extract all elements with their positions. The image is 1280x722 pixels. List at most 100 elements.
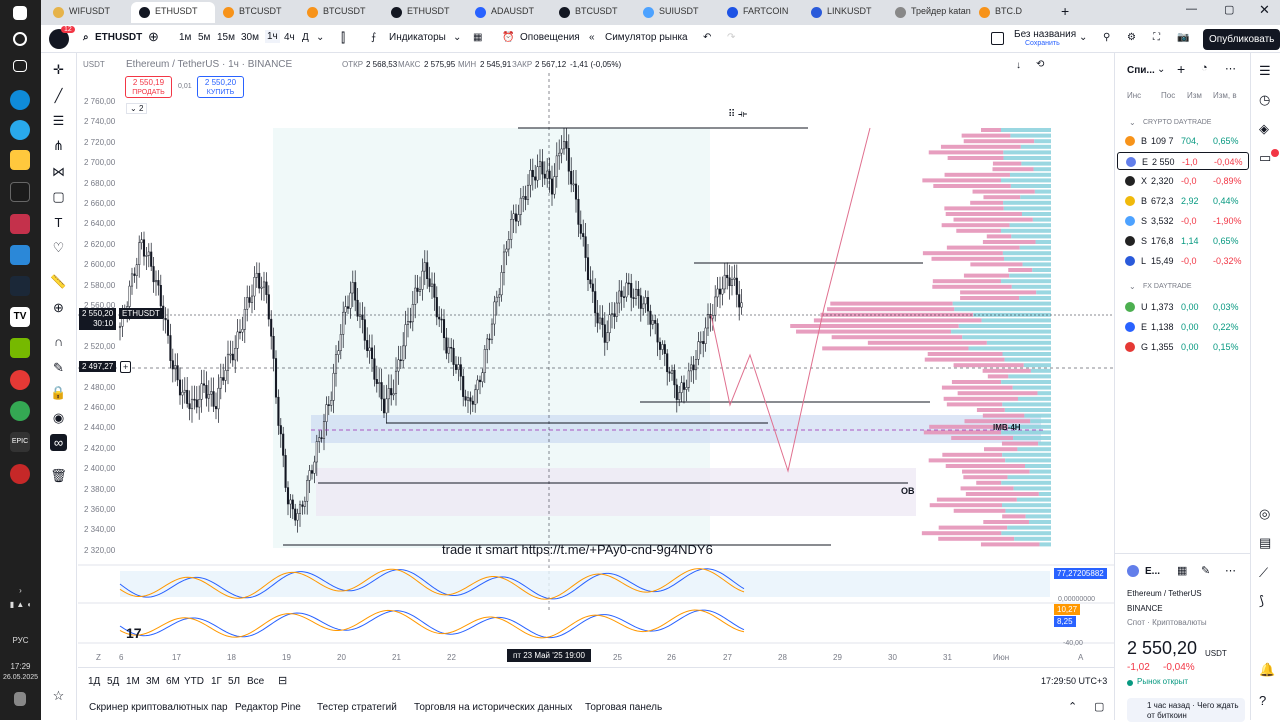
grid-icon[interactable]: ▦ bbox=[1177, 565, 1188, 577]
indicators-button[interactable]: Индикаторы bbox=[389, 32, 446, 43]
bottom-tab[interactable]: Редактор Pine bbox=[235, 702, 301, 713]
timeframe-button[interactable]: 5м bbox=[198, 32, 211, 43]
add-plus-icon[interactable]: + bbox=[120, 361, 132, 373]
scroll-down-icon[interactable]: ↓ bbox=[1016, 60, 1021, 71]
timeframe-button[interactable]: Д bbox=[302, 32, 309, 43]
timeframe-button[interactable]: 1м bbox=[179, 32, 192, 43]
app-circle-icon[interactable] bbox=[10, 464, 30, 484]
quick-search-icon[interactable]: ⚲ bbox=[1103, 32, 1111, 43]
chevron-down-icon[interactable]: ⌄ bbox=[1157, 64, 1166, 75]
timezone-z-icon[interactable]: Z bbox=[96, 653, 101, 662]
range-button[interactable]: 1М bbox=[126, 676, 140, 687]
maximize-panel-icon[interactable]: ▢ bbox=[1094, 701, 1105, 713]
details-symbol[interactable]: E... bbox=[1145, 566, 1161, 577]
undo-icon[interactable]: ↶ bbox=[703, 32, 712, 43]
layers-icon[interactable]: ◈ bbox=[1259, 121, 1269, 136]
range-button[interactable]: 1Д bbox=[88, 676, 101, 687]
pitchfork-icon[interactable]: ⋔ bbox=[53, 138, 64, 153]
trash-icon[interactable]: 🗑 bbox=[50, 468, 67, 483]
settings-gear-icon[interactable]: ⚙ bbox=[1127, 32, 1136, 43]
alerts-button[interactable]: Оповещения bbox=[520, 32, 580, 43]
compare-add-icon[interactable]: ⊕ bbox=[148, 29, 159, 44]
heart-icon[interactable]: ♡ bbox=[52, 240, 65, 255]
store-icon[interactable] bbox=[10, 245, 30, 265]
clock-date[interactable]: 26.05.2025 bbox=[2, 674, 39, 681]
advanced-view-icon[interactable]: ◔ bbox=[1201, 62, 1208, 74]
app-icon[interactable] bbox=[10, 182, 30, 202]
imb-label[interactable]: IMB-4H bbox=[993, 423, 1021, 432]
watchlist-row[interactable]: G 1,355 0,00 0,15% bbox=[1117, 338, 1249, 356]
range-button[interactable]: 3М bbox=[146, 676, 160, 687]
watchlist-group-header[interactable]: CRYPTO DAYTRADE bbox=[1143, 119, 1212, 126]
add-symbol-icon[interactable]: + bbox=[1177, 61, 1186, 77]
browser-icon[interactable] bbox=[10, 370, 30, 390]
window-maximize-icon[interactable]: ▢ bbox=[1224, 4, 1235, 16]
news-item[interactable]: 1 час назад · Чего ждать от биткоин bbox=[1127, 698, 1245, 722]
watchlist-star-icon[interactable]: ☆ bbox=[52, 688, 65, 703]
more-icon[interactable]: ⋯ bbox=[1225, 63, 1236, 75]
timeframe-button[interactable]: 1ч bbox=[265, 30, 280, 43]
watchlist-row[interactable]: U 1,373 0,00 0,03% bbox=[1117, 298, 1249, 316]
currency-label[interactable]: USDT bbox=[83, 60, 105, 69]
column-header[interactable]: Пос bbox=[1161, 91, 1176, 100]
drawing-handle-icon[interactable]: ⠿ ⟛ bbox=[728, 109, 748, 120]
templates-icon[interactable]: ▦ bbox=[473, 32, 483, 43]
browser-tab[interactable]: LINKUSDT bbox=[803, 2, 887, 23]
collapse-panel-icon[interactable]: ⌃ bbox=[1068, 701, 1078, 713]
edit-icon[interactable]: ✎ bbox=[1201, 565, 1211, 577]
browser-tab[interactable]: FARTCOIN bbox=[719, 2, 803, 23]
watchlist-title[interactable]: Спи... bbox=[1127, 65, 1155, 76]
browser-tab[interactable]: ADAUSDT bbox=[467, 2, 551, 23]
browser-tab[interactable]: WIFUSDT bbox=[45, 2, 131, 23]
range-button[interactable]: YTD bbox=[184, 676, 204, 687]
camera-icon[interactable]: 📷 bbox=[1177, 32, 1190, 43]
bottom-tab[interactable]: Тестер стратегий bbox=[317, 702, 397, 713]
bottom-tab[interactable]: Торговля на исторических данных bbox=[414, 702, 573, 713]
task-view-icon[interactable] bbox=[13, 60, 27, 72]
date-range-icon[interactable]: ⊟ bbox=[278, 675, 288, 687]
tray-chevron-icon[interactable]: › bbox=[19, 586, 22, 595]
rectangle-icon[interactable]: ▢ bbox=[52, 189, 65, 204]
save-link[interactable]: Сохранить bbox=[1025, 40, 1060, 47]
redo-icon[interactable]: ↷ bbox=[727, 32, 736, 43]
buy-button[interactable]: 2 550,20 КУПИТЬ bbox=[197, 76, 244, 98]
browser-tab[interactable]: BTCUSDT bbox=[215, 2, 299, 23]
window-close-icon[interactable]: ✕ bbox=[1259, 2, 1270, 17]
nvidia-icon[interactable] bbox=[10, 338, 30, 358]
chart-area[interactable]: USDT Ethereum / TetherUS · 1ч · BINANCE … bbox=[78, 53, 1114, 693]
browser-tab[interactable]: Трейдер katana bbox=[887, 2, 971, 23]
indicators-collapse[interactable]: ⌄ 2 bbox=[126, 103, 148, 114]
bottom-tab[interactable]: Торговая панель bbox=[585, 702, 663, 713]
chevron-down-icon[interactable]: ⌄ bbox=[316, 32, 325, 43]
column-header[interactable]: Инс bbox=[1127, 91, 1142, 100]
ob-label[interactable]: OB bbox=[901, 486, 915, 496]
edge-icon[interactable] bbox=[10, 90, 30, 110]
tradingview-logo-icon[interactable]: 17 bbox=[126, 625, 142, 641]
reset-scale-icon[interactable]: ⟲ bbox=[1036, 59, 1045, 70]
watchlist-icon[interactable]: ☰ bbox=[1259, 63, 1271, 78]
legend-title[interactable]: Ethereum / TetherUS · 1ч · BINANCE bbox=[126, 59, 293, 70]
layout-checkbox[interactable] bbox=[991, 32, 1004, 45]
zoom-icon[interactable]: ⊕ bbox=[53, 300, 64, 315]
range-button[interactable]: 1Г bbox=[211, 676, 222, 687]
chevron-down-icon[interactable]: ⌄ bbox=[453, 32, 462, 43]
target-icon[interactable]: ◎ bbox=[1259, 506, 1271, 521]
timeframe-button[interactable]: 15м bbox=[217, 32, 235, 43]
chevron-down-icon[interactable]: ⌄ bbox=[1129, 282, 1136, 291]
text-tool-icon[interactable]: T bbox=[54, 215, 63, 230]
chrome-icon[interactable] bbox=[10, 401, 30, 421]
signal-icon[interactable]: ⟋ bbox=[1259, 565, 1269, 580]
publish-button[interactable]: Опубликовать bbox=[1203, 29, 1280, 50]
steam-icon[interactable] bbox=[10, 276, 30, 296]
watchlist-group-header[interactable]: FX DAYTRADE bbox=[1143, 283, 1192, 290]
pattern-icon[interactable]: ⋈ bbox=[52, 164, 65, 179]
more-icon[interactable]: ⋯ bbox=[1225, 565, 1236, 577]
link-icon[interactable]: ∞ bbox=[50, 434, 67, 451]
trend-line-icon[interactable]: ╱ bbox=[54, 88, 63, 103]
clock-utc[interactable]: 17:29:50 UTC+3 bbox=[1041, 676, 1108, 686]
file-explorer-icon[interactable] bbox=[10, 150, 30, 170]
calendar-icon[interactable]: ▤ bbox=[1259, 535, 1272, 550]
symbol-search-button[interactable]: ETHUSDT bbox=[95, 32, 143, 43]
browser-tab[interactable]: BTC.D bbox=[971, 2, 1055, 23]
